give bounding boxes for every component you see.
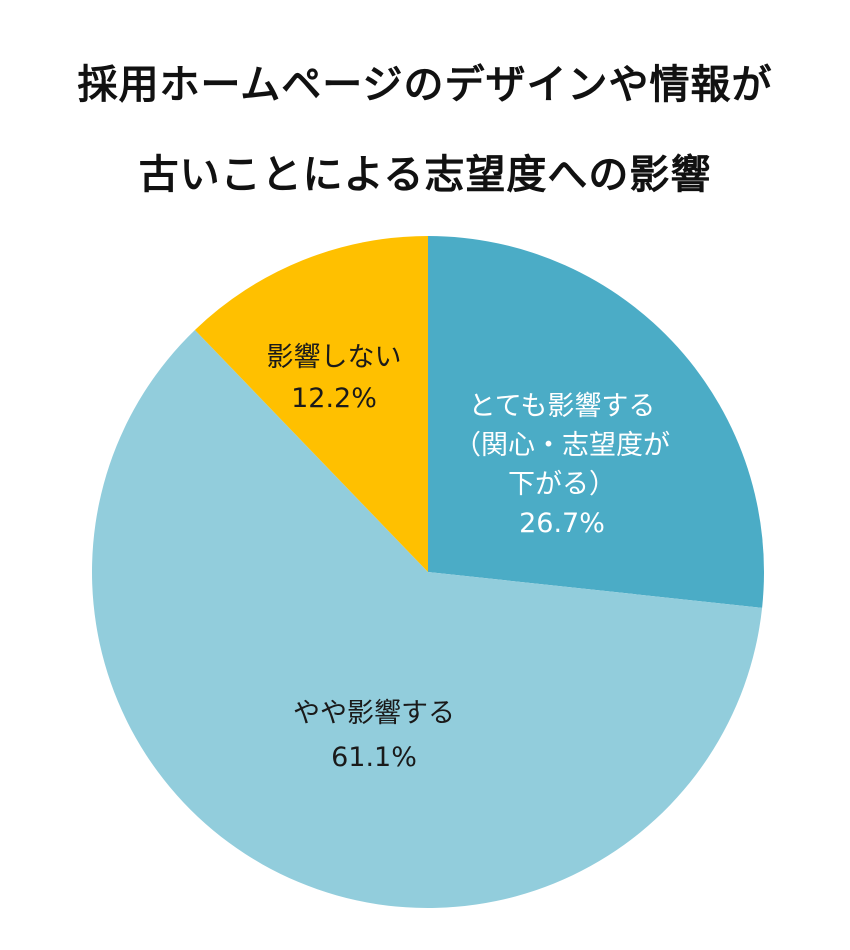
slice-label-group-2: 影響しない 12.2%	[267, 342, 402, 414]
chart-title-line-1: 採用ホームページのデザインや情報が	[77, 62, 773, 108]
slice-label-0-line-1: （関心・志望度が	[454, 430, 670, 461]
slice-label-0-line-0: とても影響する	[469, 391, 656, 422]
slice-value-label-2: 12.2%	[291, 383, 377, 414]
slice-label-group-1: やや影響する 61.1%	[293, 698, 455, 773]
slice-label-1-line-0: やや影響する	[293, 698, 455, 729]
pie-slice-1	[92, 329, 763, 908]
slice-label-2-line-0: 影響しない	[267, 342, 402, 373]
pie-slice-0	[428, 236, 764, 608]
chart-title-line-2: 古いことによる志望度への影響	[138, 152, 712, 198]
slice-value-label-0: 26.7%	[519, 508, 605, 539]
slice-label-0-line-2: 下がる）	[508, 469, 616, 500]
pie-slice-2	[194, 235, 428, 572]
slice-value-label-1: 61.1%	[331, 742, 417, 773]
